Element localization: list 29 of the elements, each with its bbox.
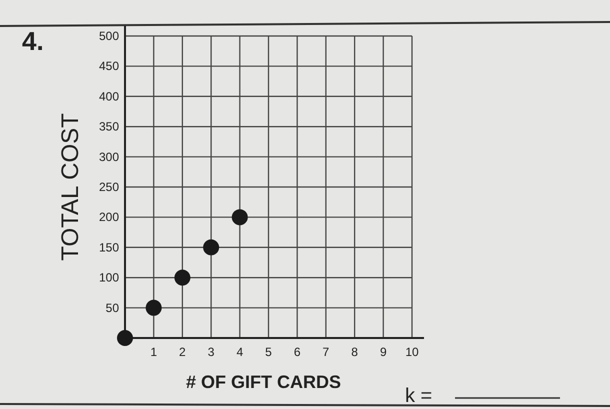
point (203, 239, 220, 256)
y-tick-label: 450 (98, 59, 120, 74)
point (117, 330, 133, 346)
y-tick-label: 300 (98, 150, 120, 164)
y-tick-label: 500 (98, 29, 120, 43)
x-tick-label: 9 (380, 345, 387, 359)
x-tick-label: 10 (405, 345, 419, 359)
x-tick-label: 4 (236, 345, 244, 359)
x-tick-label: 2 (179, 345, 186, 359)
y-axis-title: TOTAL COST (57, 112, 84, 261)
x-tick-label: 3 (208, 345, 215, 359)
x-tick-label: 6 (294, 345, 301, 359)
y-tick-label: 150 (98, 240, 120, 254)
x-tick-label: 5 (265, 345, 272, 359)
x-tick-label: 1 (150, 345, 158, 359)
y-tick-label: 400 (98, 89, 120, 104)
x-axis-title: # OF GIFT CARDS (186, 372, 342, 392)
x-tick-label: 8 (351, 345, 358, 359)
point (146, 300, 162, 316)
y-tick-label: 350 (98, 120, 120, 134)
point (174, 270, 190, 286)
x-tick-label: 7 (322, 345, 330, 359)
y-tick-label: 50 (106, 300, 120, 315)
y-tick-label: 100 (98, 270, 120, 285)
text: k = (405, 385, 432, 407)
text: 4. (22, 26, 44, 56)
y-tick-label: 250 (98, 180, 120, 194)
y-tick-label: 200 (98, 210, 120, 224)
point (232, 209, 248, 226)
